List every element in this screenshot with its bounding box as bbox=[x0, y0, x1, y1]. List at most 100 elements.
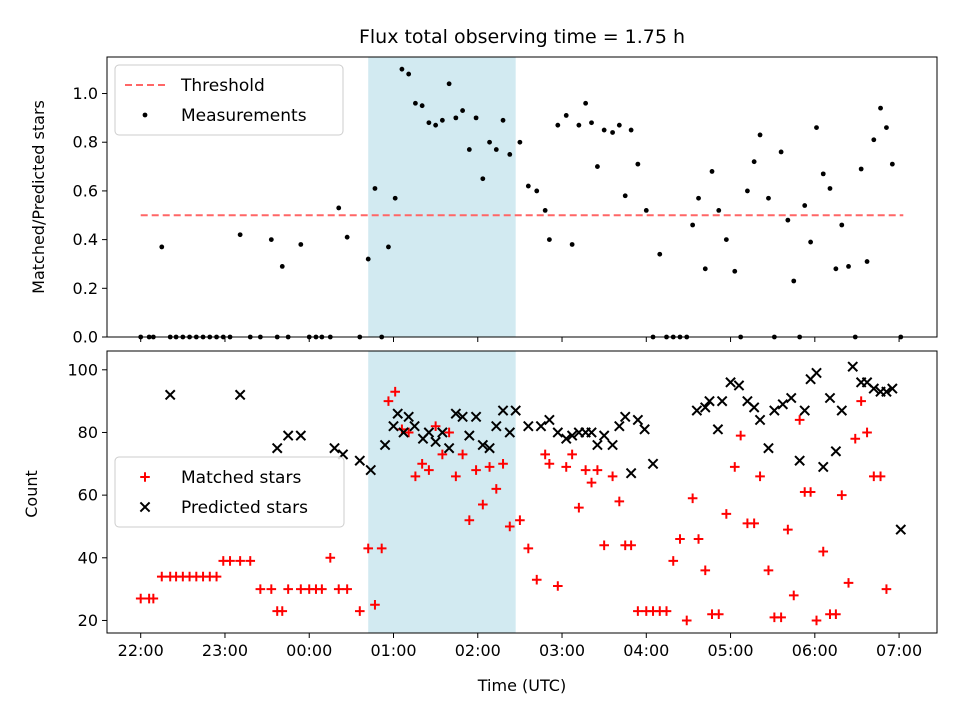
measurement-point bbox=[616, 122, 622, 128]
shaded-span-counts bbox=[368, 351, 516, 633]
predicted-star-point bbox=[282, 430, 294, 441]
predicted-star-point bbox=[748, 402, 760, 413]
measurement-point bbox=[884, 125, 889, 131]
predicted-star-point bbox=[271, 442, 283, 454]
measurement-point bbox=[732, 268, 738, 274]
predicted-star-point bbox=[625, 467, 637, 479]
matched-star-point bbox=[633, 606, 643, 616]
predicted-star-point bbox=[704, 395, 715, 407]
matched-star-point bbox=[580, 465, 591, 475]
y-tick-label-counts: 40 bbox=[78, 548, 98, 567]
measurement-point bbox=[628, 127, 634, 133]
y-tick-label-ratio: 0.8 bbox=[73, 133, 98, 152]
matched-star-point bbox=[444, 427, 454, 438]
measurement-point bbox=[268, 237, 274, 243]
matched-star-point bbox=[776, 612, 786, 623]
y-tick-label-ratio: 0.4 bbox=[73, 230, 98, 249]
legend-layer: Threshold Measurements Matched stars Predic… bbox=[114, 64, 345, 528]
predicted-star-point bbox=[450, 408, 462, 419]
predicted-star-point bbox=[523, 420, 534, 432]
x-tick-label: 02:00 bbox=[455, 641, 501, 660]
measurement-point bbox=[871, 137, 877, 143]
predicted-star-point bbox=[437, 427, 448, 438]
matched-star-point bbox=[498, 459, 508, 469]
predicted-star-point bbox=[457, 411, 468, 423]
predicted-star-point bbox=[632, 414, 644, 426]
measurement-point bbox=[690, 222, 696, 228]
matched-star-point bbox=[333, 584, 344, 594]
predicted-star-point bbox=[484, 442, 495, 454]
matched-star-point bbox=[681, 615, 692, 626]
matched-star-point bbox=[561, 462, 572, 472]
matched-star-point bbox=[687, 493, 698, 504]
matched-star-point bbox=[818, 546, 829, 557]
axes-layer: 0.0 0.2 0.4 0.6 0.8 1.0 20 40 60 80 100 22:00 23:00 0… bbox=[67, 56, 938, 660]
measurement-point bbox=[696, 195, 701, 201]
predicted-star-point bbox=[409, 420, 420, 432]
matched-star-point bbox=[354, 606, 365, 616]
predicted-star-point bbox=[817, 461, 829, 473]
predicted-star-point bbox=[887, 383, 898, 394]
matched-star-point bbox=[342, 584, 352, 594]
predicted-star-point bbox=[769, 405, 780, 416]
matched-star-point bbox=[376, 543, 387, 554]
legend-box bbox=[114, 64, 344, 136]
predicted-star-point bbox=[614, 420, 625, 432]
predicted-star-point bbox=[607, 439, 618, 451]
predicted-star-point bbox=[560, 433, 572, 445]
predicted-star-point bbox=[470, 411, 482, 423]
measurement-point bbox=[413, 100, 418, 106]
y-axis-label-count: Count bbox=[22, 470, 41, 518]
y-tick-label-counts: 100 bbox=[67, 360, 98, 379]
measurement-point bbox=[858, 166, 864, 172]
measurement-point bbox=[298, 242, 304, 247]
legend-label: Measurements bbox=[181, 106, 307, 126]
predicted-star-point bbox=[763, 442, 774, 454]
measurement-point bbox=[439, 117, 445, 123]
measurement-point bbox=[595, 164, 600, 169]
matched-star-point bbox=[693, 534, 704, 544]
measurement-point bbox=[500, 117, 506, 123]
predicted-star-point bbox=[619, 411, 631, 423]
matched-star-point bbox=[749, 518, 759, 529]
matched-star-point bbox=[225, 556, 235, 566]
matched-star-point bbox=[626, 540, 636, 551]
y-tick-label-counts: 80 bbox=[78, 423, 98, 442]
predicted-star-point bbox=[754, 414, 766, 426]
plot-frame-ratio bbox=[106, 56, 938, 338]
matched-star-point bbox=[805, 487, 816, 497]
predicted-star-point bbox=[443, 442, 455, 454]
measurement-point bbox=[757, 132, 763, 138]
predicted-star-point bbox=[712, 424, 724, 435]
matched-star-point bbox=[325, 553, 336, 563]
matched-star-point bbox=[515, 515, 525, 525]
matched-star-point bbox=[478, 499, 488, 510]
legend-swatch-matched bbox=[140, 472, 150, 482]
measurement-point bbox=[546, 237, 552, 243]
measurement-point bbox=[622, 193, 628, 199]
predicted-star-point bbox=[725, 377, 736, 388]
predicted-star-point bbox=[504, 427, 516, 438]
measurement-point bbox=[480, 176, 486, 182]
measurement-point bbox=[563, 113, 569, 118]
predicted-star-point bbox=[234, 389, 246, 401]
predicted-star-point bbox=[598, 430, 610, 441]
y-tick-label-counts: 20 bbox=[78, 611, 98, 630]
measurement-point bbox=[517, 139, 523, 145]
measurement-point bbox=[237, 232, 243, 238]
matched-star-point bbox=[424, 465, 434, 475]
matched-star-point bbox=[721, 509, 732, 519]
measurement-point bbox=[723, 237, 729, 243]
matched-star-point bbox=[255, 584, 266, 594]
matched-star-point bbox=[788, 590, 799, 601]
y-tick-label-ratio: 0.0 bbox=[73, 328, 98, 347]
predicted-star-point bbox=[785, 392, 797, 404]
matched-star-point bbox=[148, 593, 159, 604]
measurement-point bbox=[864, 259, 870, 264]
x-axis-label: Time (UTC) bbox=[477, 676, 566, 695]
shaded-span-ratio bbox=[368, 57, 516, 337]
predicted-star-point bbox=[881, 386, 892, 398]
y-axis-label-ratio: Matched/Predicted stars bbox=[29, 100, 48, 294]
matched-star-point bbox=[531, 574, 542, 585]
measurement-point bbox=[889, 161, 895, 167]
